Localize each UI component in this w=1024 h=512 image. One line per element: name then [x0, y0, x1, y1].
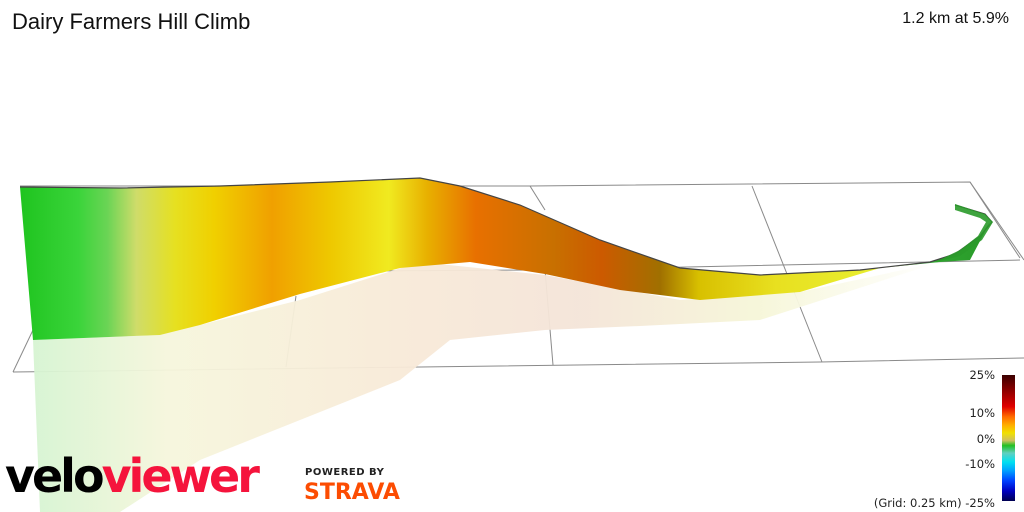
strava-logo: STRAVA [304, 480, 400, 505]
gradient-color-scale [1002, 375, 1015, 501]
profile-tail [935, 204, 993, 262]
profile-reflection [33, 262, 940, 512]
logo-viewer: viewer [101, 449, 260, 503]
legend-label-neg25-grid: (Grid: 0.25 km) -25% [873, 496, 995, 510]
segment-stats: 1.2 km at 5.9% [902, 10, 1009, 27]
powered-by-label: POWERED BY [305, 467, 385, 478]
profile-wall [20, 178, 990, 340]
segment-title: Dairy Farmers Hill Climb [12, 9, 251, 34]
legend-label-neg10: -10% [965, 457, 995, 471]
legend-label-25: 25% [969, 368, 995, 382]
logo-velo: velo [5, 449, 105, 503]
legend-label-0: 0% [976, 432, 995, 446]
legend-label-10: 10% [969, 406, 995, 420]
veloviewer-logo: veloviewer [5, 453, 260, 499]
